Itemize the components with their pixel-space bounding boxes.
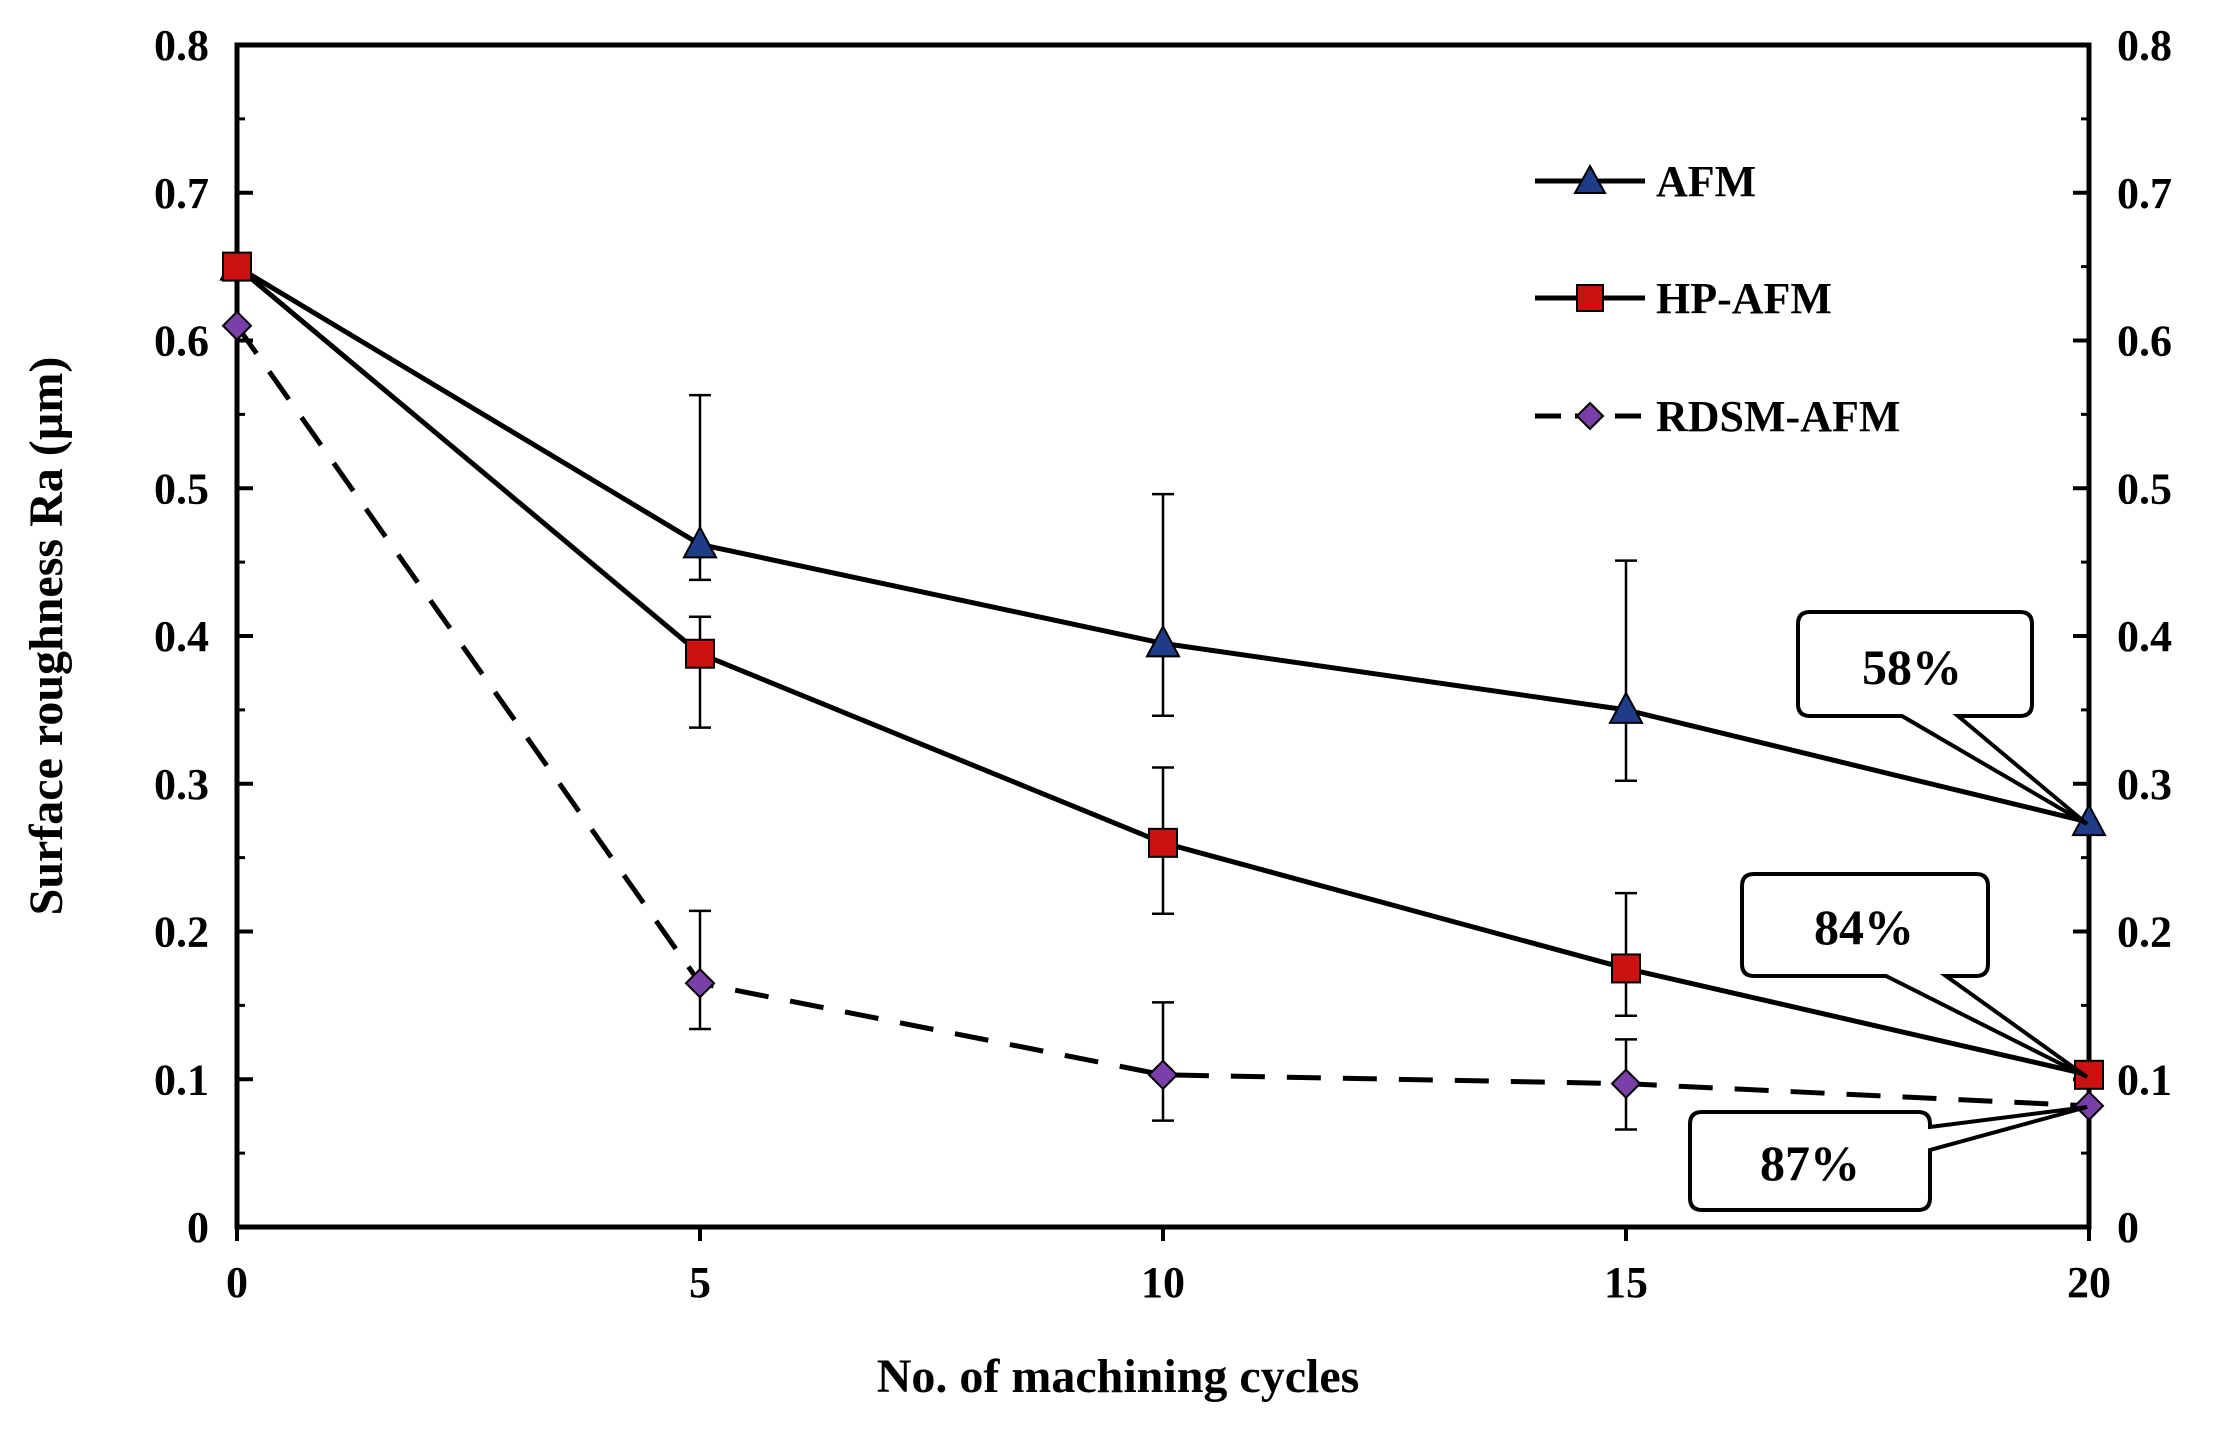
y-axis-title: Surface roughness Ra (µm) xyxy=(20,357,73,916)
y-tick-label-left: 0.1 xyxy=(154,1055,209,1104)
legend-entry-afm: AFM xyxy=(1535,157,1756,206)
legend-label-rdsm-afm: RDSM-AFM xyxy=(1656,392,1900,441)
callout-rdsm-afm: 87% xyxy=(1688,1105,2088,1212)
marker-afm xyxy=(1145,624,1181,658)
y-tick-label-left: 0.4 xyxy=(154,612,209,661)
legend-label-hp-afm: HP-AFM xyxy=(1656,274,1832,323)
x-tick-label: 10 xyxy=(1141,1258,1185,1307)
callout-afm: 58% xyxy=(1796,610,2089,826)
marker-rdsm-afm xyxy=(1610,1068,1642,1100)
marker-hp-afm xyxy=(222,251,252,282)
marker-hp-afm xyxy=(685,638,715,669)
y-tick-label-left: 0.5 xyxy=(154,464,209,513)
callout-hp-afm-box xyxy=(1740,872,2089,1079)
marker-hp-afm xyxy=(1611,953,1641,984)
marker-afm xyxy=(682,525,718,559)
callout-rdsm-afm-text: 87% xyxy=(1760,1135,1860,1191)
y-tick-label-left: 0.7 xyxy=(154,169,209,218)
y-tick-label-right: 0.8 xyxy=(2117,21,2172,70)
legend-entry-rdsm-afm: RDSM-AFM xyxy=(1535,392,1900,441)
callout-hp-afm: 84% xyxy=(1740,872,2089,1079)
marker-rdsm-afm xyxy=(1147,1059,1179,1091)
y-tick-label-right: 0 xyxy=(2117,1203,2139,1252)
legend-marker-rdsm-afm xyxy=(1575,401,1605,431)
marker-rdsm-afm xyxy=(2073,1090,2105,1122)
y-tick-label-left: 0.8 xyxy=(154,21,209,70)
x-tick-label: 15 xyxy=(1604,1258,1648,1307)
y-tick-label-left: 0 xyxy=(187,1203,209,1252)
y-tick-label-right: 0.6 xyxy=(2117,317,2172,366)
legend-marker-afm xyxy=(1573,163,1607,194)
y-tick-label-right: 0.4 xyxy=(2117,612,2172,661)
callout-afm-box xyxy=(1796,610,2089,826)
y-tick-label-right: 0.5 xyxy=(2117,464,2172,513)
x-tick-label: 20 xyxy=(2067,1258,2111,1307)
marker-rdsm-afm xyxy=(684,967,716,999)
legend-marker-hp-afm xyxy=(1576,284,1604,312)
legend-label-afm: AFM xyxy=(1656,157,1756,206)
y-tick-label-right: 0.3 xyxy=(2117,760,2172,809)
x-tick-label: 0 xyxy=(226,1258,248,1307)
legend-entry-hp-afm: HP-AFM xyxy=(1535,274,1832,323)
y-tick-label-right: 0.1 xyxy=(2117,1055,2172,1104)
legend: AFM HP-AFM RDSM-AFM xyxy=(1535,157,1900,441)
marker-hp-afm xyxy=(1148,827,1178,858)
marker-afm xyxy=(1608,690,1644,724)
y-tick-label-right: 0.7 xyxy=(2117,169,2172,218)
callout-afm-text: 58% xyxy=(1862,639,1962,695)
x-tick-label: 5 xyxy=(689,1258,711,1307)
y-tick-label-right: 0.2 xyxy=(2117,908,2172,957)
series-markers xyxy=(219,247,2107,1122)
axis-ticks: 0 00.1 0.10.2 0.20.3 0.30.4 0.40.5 0.50.6 0.60.… xyxy=(154,21,2172,1307)
y-tick-label-left: 0.3 xyxy=(154,760,209,809)
marker-rdsm-afm xyxy=(221,310,253,342)
y-tick-label-left: 0.2 xyxy=(154,908,209,957)
callout-rdsm-afm-box xyxy=(1688,1105,2088,1212)
y-tick-label-left: 0.6 xyxy=(154,317,209,366)
callout-hp-afm-text: 84% xyxy=(1814,899,1914,955)
series-line-rdsm-afm xyxy=(234,324,2090,1109)
x-axis-title: No. of machining cycles xyxy=(877,1350,1360,1403)
